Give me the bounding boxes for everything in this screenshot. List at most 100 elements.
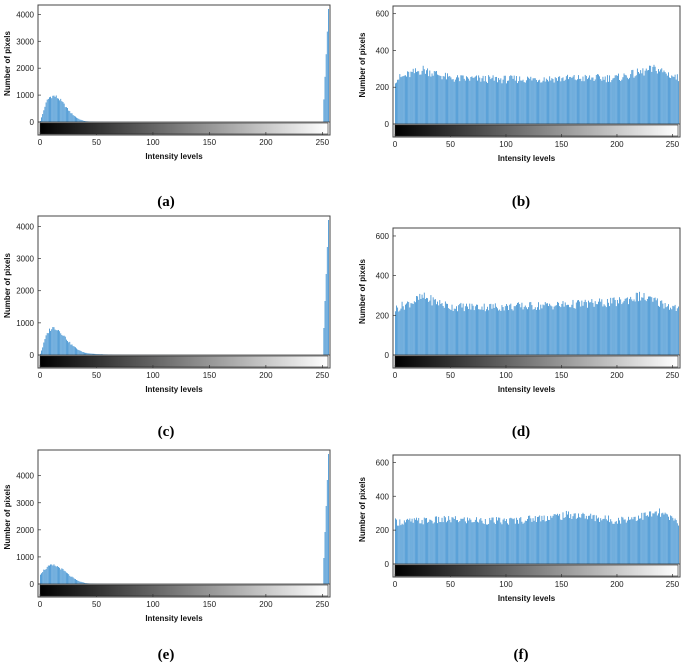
- histogram-bar: [646, 298, 648, 355]
- histogram-bar: [678, 525, 679, 564]
- histogram-bar: [95, 353, 97, 355]
- histogram-bar: [418, 517, 420, 564]
- histogram-bar: [671, 516, 673, 564]
- histogram-bar: [534, 516, 536, 564]
- histogram-bar: [502, 519, 504, 564]
- histogram-bar: [449, 76, 451, 124]
- histogram-bar: [423, 69, 425, 124]
- histogram-bar: [395, 311, 396, 355]
- x-tick-label: 100: [146, 371, 160, 380]
- histogram-bar: [529, 78, 531, 124]
- histogram-bar: [507, 523, 508, 564]
- histogram-bar: [612, 523, 614, 564]
- histogram-bar: [676, 308, 678, 355]
- histogram-bar: [575, 80, 577, 124]
- x-axis-label: Intensity levels: [145, 614, 203, 623]
- histogram-bar: [660, 516, 662, 564]
- histogram-bar: [499, 79, 501, 124]
- histogram-bar: [590, 302, 592, 355]
- histogram-bar: [398, 525, 400, 564]
- histogram-bar: [520, 80, 522, 124]
- histogram-bar: [675, 520, 677, 564]
- histogram-bar: [537, 82, 538, 124]
- y-tick-label: 3000: [16, 499, 34, 508]
- histogram-bar: [573, 513, 575, 564]
- histogram-bar: [560, 81, 562, 124]
- histogram-bar: [45, 102, 47, 122]
- histogram-bar: [509, 518, 511, 564]
- histogram-bar: [454, 516, 456, 564]
- histogram-bar: [411, 518, 413, 564]
- intensity-colorbar: [39, 122, 329, 135]
- histogram-bar: [542, 520, 544, 564]
- histogram-bar: [423, 517, 425, 564]
- histogram-bar: [671, 309, 673, 355]
- intensity-colorbar: [39, 584, 329, 597]
- histogram-bar: [471, 303, 473, 355]
- histogram-bar: [655, 71, 657, 124]
- histogram-bar: [473, 521, 475, 564]
- plot-area: [37, 215, 331, 369]
- histogram-bar: [530, 301, 532, 355]
- histogram-bar: [45, 335, 47, 355]
- histogram-bar: [612, 297, 614, 355]
- histogram-bar: [544, 302, 546, 355]
- histogram-bar: [626, 297, 628, 355]
- histogram-bar: [513, 306, 515, 355]
- histogram-bar: [469, 80, 471, 124]
- histogram-bar: [600, 79, 602, 124]
- histogram-bar: [623, 519, 625, 564]
- histogram-bar: [497, 82, 498, 124]
- histogram-bar: [421, 294, 423, 355]
- x-tick-label: 100: [146, 600, 160, 609]
- y-tick-label: 200: [376, 526, 390, 535]
- histogram-bar: [512, 78, 514, 124]
- histogram-bar: [558, 515, 559, 564]
- histogram-bar: [69, 111, 71, 122]
- histogram-bar: [570, 514, 572, 564]
- histogram-bar: [470, 77, 472, 124]
- histogram-bar: [584, 299, 586, 355]
- histogram-bar: [656, 298, 658, 355]
- histogram-bar: [397, 307, 399, 355]
- histogram-bar: [570, 76, 572, 124]
- histogram-bar: [413, 73, 415, 124]
- x-tick-label: 0: [393, 580, 398, 589]
- histogram-bar: [666, 75, 668, 124]
- histogram-bar: [596, 74, 598, 124]
- histogram-bar: [572, 76, 574, 124]
- histogram-bar: [654, 66, 656, 124]
- histogram-bar: [610, 82, 612, 124]
- histogram-bar: [522, 523, 524, 564]
- histogram-bar: [616, 523, 618, 564]
- histogram-bar: [464, 80, 466, 124]
- histogram-bar: [54, 565, 56, 584]
- histogram-bar: [643, 512, 645, 564]
- histogram-bar: [88, 353, 90, 355]
- histogram-bar: [659, 71, 660, 124]
- histogram-bar: [585, 302, 587, 355]
- histogram-bar: [541, 515, 543, 564]
- histogram-bar: [431, 305, 433, 355]
- histogram-bar: [594, 79, 596, 124]
- histogram-panel: 0 1000 2000 3000 4000 0 50 100 150 200 250 Number o…: [3, 215, 331, 440]
- x-tick-label: 200: [259, 371, 273, 380]
- histogram-bar: [521, 80, 523, 124]
- histogram-bar: [424, 73, 426, 124]
- histogram-bar: [648, 70, 649, 124]
- histogram-bar: [408, 519, 410, 564]
- histogram-bar: [43, 342, 45, 355]
- histogram-bar: [547, 303, 548, 355]
- histogram-bar: [533, 520, 535, 564]
- histogram-bar: [592, 302, 594, 355]
- histogram-bar: [549, 76, 551, 124]
- histogram-bar: [459, 81, 461, 124]
- histogram-bar: [583, 513, 585, 564]
- histogram-bar: [473, 310, 475, 355]
- histogram-bar: [547, 79, 548, 124]
- y-tick-label: 2000: [16, 526, 34, 535]
- histogram-bar: [464, 306, 466, 355]
- histogram-bar: [542, 80, 544, 124]
- histogram-bar: [457, 311, 458, 355]
- histogram-bar: [59, 567, 61, 584]
